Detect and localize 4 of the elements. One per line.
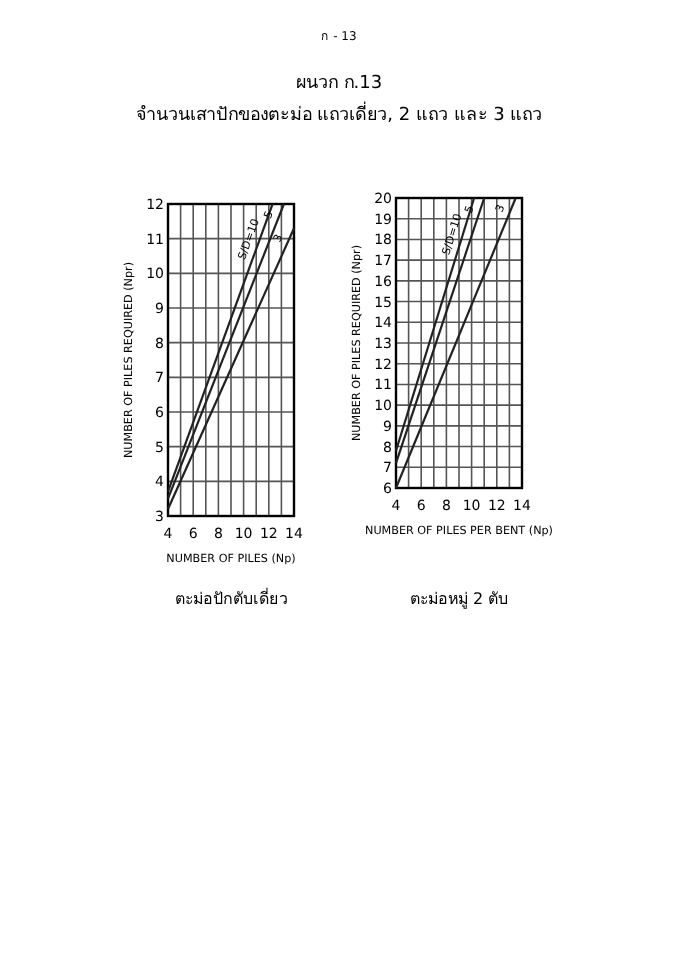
text: ตะม่อหมู่ 2 ตับ bbox=[409, 590, 509, 610]
text: ตะม่อปักตับเดี่ยว bbox=[175, 586, 287, 608]
text: จำนวนเสาปักของตะม่อ แถวเดี่ยว, 2 แถว และ 3 แถว bbox=[135, 100, 543, 126]
text: ผนวก ก.13 bbox=[295, 74, 383, 94]
